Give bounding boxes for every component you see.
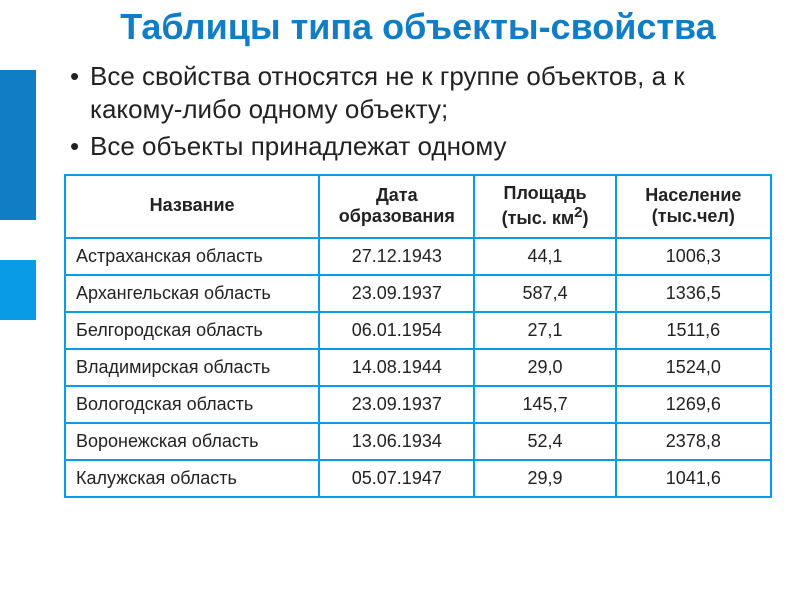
table-row: Владимирская область 14.08.1944 29,0 152… (65, 349, 771, 386)
table-row: Воронежская область 13.06.1934 52,4 2378… (65, 423, 771, 460)
col-header-name: Название (65, 175, 319, 238)
bullet-item: Все свойства относятся не к группе объек… (64, 60, 772, 127)
slide-title: Таблицы типа объекты-свойства (64, 8, 772, 46)
table-header-row: Название Дата образования Площадь (тыс. … (65, 175, 771, 238)
table-row: Калужская область 05.07.1947 29,9 1041,6 (65, 460, 771, 497)
table-row: Белгородская область 06.01.1954 27,1 151… (65, 312, 771, 349)
col-header-population: Население (тыс.чел) (616, 175, 771, 238)
decorative-sidebar (0, 0, 36, 600)
bullet-item: Все объекты принадлежат одному (64, 130, 772, 163)
data-table: Название Дата образования Площадь (тыс. … (64, 174, 772, 498)
bullet-list: Все свойства относятся не к группе объек… (64, 60, 772, 164)
table-row: Вологодская область 23.09.1937 145,7 126… (65, 386, 771, 423)
table-row: Астраханская область 27.12.1943 44,1 100… (65, 238, 771, 275)
table-body: Астраханская область 27.12.1943 44,1 100… (65, 238, 771, 497)
col-header-area: Площадь (тыс. км2) (474, 175, 615, 238)
table-row: Архангельская область 23.09.1937 587,4 1… (65, 275, 771, 312)
slide-content: Таблицы типа объекты-свойства Все свойст… (36, 0, 800, 498)
col-header-date: Дата образования (319, 175, 474, 238)
